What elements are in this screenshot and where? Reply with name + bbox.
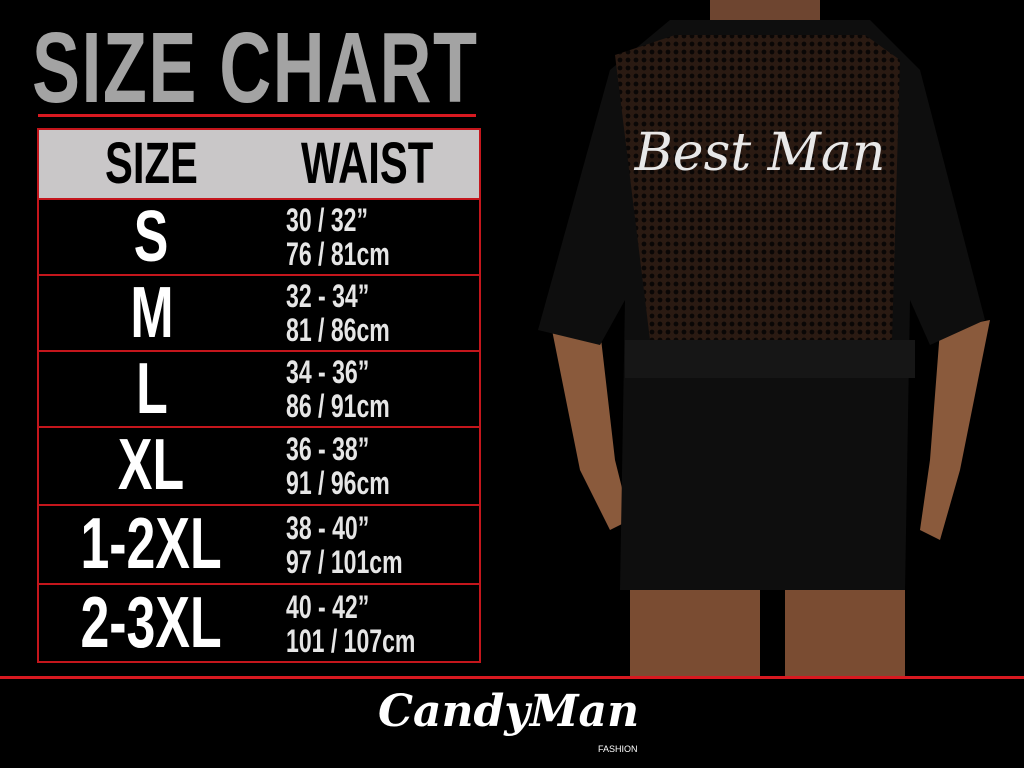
waist-cm: 91 / 96cm [286, 465, 390, 501]
table-row: 1-2XL 38 - 40” 97 / 101cm [39, 506, 479, 585]
brand-logo: CandyMan FASHION [378, 684, 658, 764]
size-label: 1-2XL [80, 504, 223, 584]
table-row: 2-3XL 40 - 42” 101 / 107cm [39, 585, 479, 663]
waist-inches: 34 - 36” [286, 354, 370, 390]
waist-cm: 101 / 107cm [286, 623, 416, 659]
waist-inches: 36 - 38” [286, 431, 370, 467]
brand-name: CandyMan [378, 686, 640, 737]
waist-inches: 38 - 40” [286, 510, 370, 546]
table-row: XL 36 - 38” 91 / 96cm [39, 428, 479, 506]
product-photo: Best Man [520, 0, 1024, 676]
model-in-robe-image: Best Man [538, 0, 990, 676]
table-header: SIZE WAIST [39, 130, 479, 200]
table-row: M 32 - 34” 81 / 86cm [39, 276, 479, 352]
footer-divider [0, 676, 1024, 679]
header-size: SIZE [105, 131, 198, 196]
size-label: 2-3XL [80, 583, 223, 663]
page-title: SIZE CHART [32, 12, 479, 124]
header-waist: WAIST [301, 131, 434, 196]
waist-inches: 30 / 32” [286, 202, 368, 238]
waist-inches: 40 - 42” [286, 589, 370, 625]
size-label: XL [118, 425, 185, 505]
waist-cm: 81 / 86cm [286, 312, 390, 348]
table-row: S 30 / 32” 76 / 81cm [39, 200, 479, 276]
garment-text: Best Man [634, 123, 886, 183]
size-label: S [134, 197, 169, 277]
size-label: M [129, 273, 174, 353]
size-label: L [135, 349, 168, 429]
brand-sub: FASHION [598, 744, 638, 754]
waist-cm: 97 / 101cm [286, 544, 403, 580]
waist-cm: 76 / 81cm [286, 236, 390, 272]
table-row: L 34 - 36” 86 / 91cm [39, 352, 479, 428]
waist-cm: 86 / 91cm [286, 388, 390, 424]
title-divider [38, 114, 476, 117]
size-table: SIZE WAIST S 30 / 32” 76 / 81cm M 32 - 34… [37, 128, 481, 663]
waist-inches: 32 - 34” [286, 278, 370, 314]
